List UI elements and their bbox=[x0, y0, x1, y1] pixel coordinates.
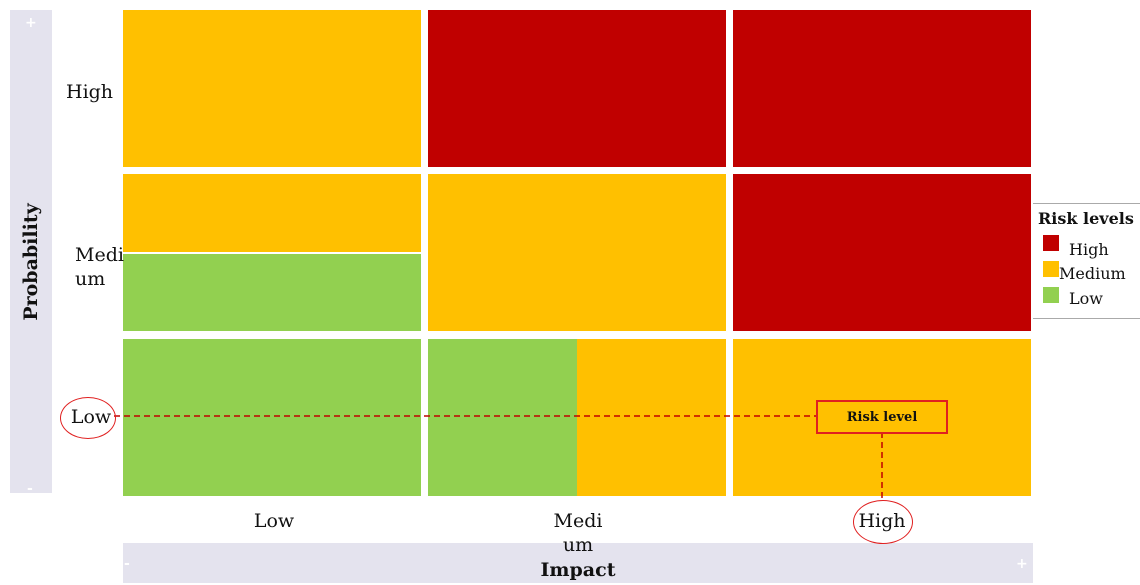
cell-low-probability-medium-impact-part-1 bbox=[428, 339, 577, 496]
probability-axis-band bbox=[10, 10, 52, 493]
legend-swatch-high bbox=[1043, 235, 1059, 251]
probability-low-highlight-circle bbox=[60, 397, 116, 439]
probability-minus-sign: - bbox=[27, 481, 33, 497]
cell-medium-probability-medium-impact bbox=[428, 174, 726, 331]
risk-levels-legend: Risk levels High Medium Low bbox=[1033, 203, 1140, 319]
legend-title: Risk levels bbox=[1038, 209, 1134, 228]
risk-level-callout: Risk level bbox=[816, 400, 948, 434]
probability-label-high: High bbox=[66, 81, 114, 103]
impact-label-low: Low bbox=[253, 510, 295, 532]
cell-low-probability-medium-impact-part-2 bbox=[577, 339, 726, 496]
legend-label-high: High bbox=[1069, 240, 1109, 259]
cell-medium-probability-low-impact-part-2 bbox=[123, 254, 421, 331]
cell-high-probability-medium-impact bbox=[428, 10, 726, 167]
impact-minus-sign: - bbox=[124, 556, 130, 572]
legend-swatch-low bbox=[1043, 287, 1059, 303]
legend-label-medium: Medium bbox=[1059, 264, 1126, 283]
impact-high-highlight-circle bbox=[853, 500, 913, 544]
legend-label-low: Low bbox=[1069, 289, 1103, 308]
impact-axis-title: Impact bbox=[540, 559, 616, 581]
cell-high-probability-high-impact bbox=[733, 10, 1031, 167]
impact-axis-band bbox=[123, 543, 1033, 583]
cell-low-probability-low-impact bbox=[123, 339, 421, 496]
probability-plus-sign: + bbox=[25, 15, 37, 31]
cell-medium-probability-low-impact-part-1 bbox=[123, 174, 421, 252]
cell-high-probability-low-impact bbox=[123, 10, 421, 167]
impact-label-medium: Medium bbox=[553, 510, 603, 556]
legend-swatch-medium bbox=[1043, 261, 1059, 277]
impact-plus-sign: + bbox=[1016, 556, 1028, 572]
probability-label-medium: Medium bbox=[75, 244, 124, 290]
cell-medium-probability-high-impact bbox=[733, 174, 1031, 331]
